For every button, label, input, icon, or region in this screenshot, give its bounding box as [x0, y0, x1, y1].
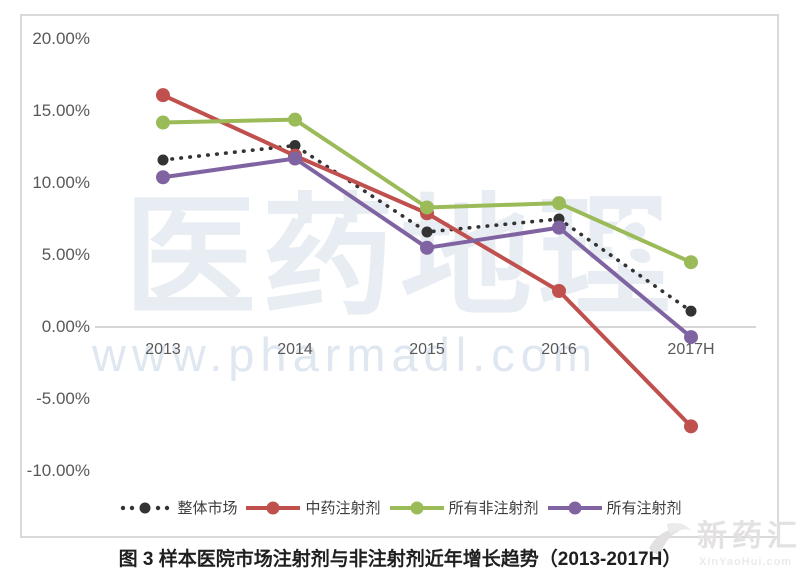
y-tick-label: 5.00% [41, 245, 90, 264]
legend-marker-icon [246, 501, 301, 514]
legend-marker-icon [389, 501, 444, 514]
y-tick-label: 10.00% [32, 173, 90, 192]
legend-marker-icon [547, 501, 602, 514]
y-tick-label: 0.00% [41, 317, 90, 336]
legend-label: 中药注射剂 [305, 500, 381, 517]
y-tick-label: 15.00% [32, 101, 90, 120]
legend-item: 中药注射剂 [246, 497, 381, 518]
x-tick-label: 2017H [667, 341, 715, 358]
x-tick-label: 2014 [277, 341, 313, 358]
site-logo-domain: XinYaoHui.com [699, 556, 793, 568]
legend-marker-icon [121, 502, 170, 513]
watermark-globe-icon [611, 213, 692, 271]
legend-item: 所有注射剂 [547, 497, 682, 518]
figure-caption: 图 3 样本医院市场注射剂与非注射剂近年增长趋势（2013-2017H） [118, 549, 682, 570]
site-logo-swoosh-icon [649, 522, 691, 555]
y-tick-label: -10.00% [26, 461, 90, 480]
legend-label: 所有注射剂 [606, 500, 682, 517]
x-tick-label: 2013 [145, 341, 181, 358]
y-tick-label: -5.00% [36, 389, 90, 408]
x-tick-label: 2015 [409, 341, 445, 358]
legend-item: 所有非注射剂 [389, 497, 539, 518]
site-logo: 新药汇 XinYaoHui.com [645, 514, 800, 584]
x-tick-label: 2016 [541, 341, 577, 358]
legend-item: 整体市场 [118, 497, 237, 518]
legend: 整体市场 中药注射剂 所有非注射剂 所有注射剂 [0, 497, 800, 518]
legend-label: 所有非注射剂 [448, 500, 539, 517]
chart-frame [20, 14, 779, 538]
site-logo-name: 新药汇 [697, 520, 800, 553]
legend-label: 整体市场 [177, 500, 238, 517]
y-tick-label: 20.00% [32, 29, 90, 48]
